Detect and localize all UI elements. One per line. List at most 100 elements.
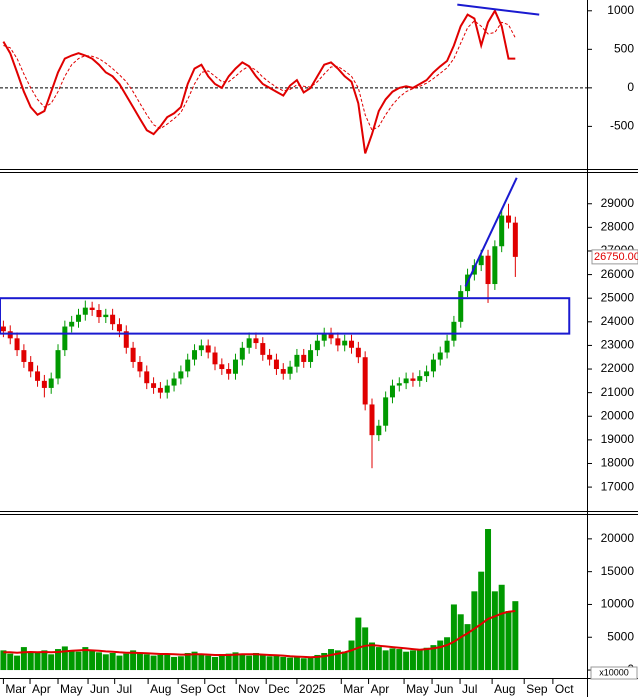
- volume-bar: [355, 617, 362, 671]
- candle-body: [376, 425, 382, 436]
- x-tick-label: May: [60, 682, 83, 696]
- volume-bar: [491, 591, 498, 671]
- candle-body: [335, 338, 341, 346]
- candle-body: [239, 347, 245, 360]
- candle-body: [485, 255, 491, 285]
- oscillator-line: [2, 8, 516, 154]
- candle-body: [342, 340, 348, 346]
- candle-body: [287, 366, 293, 374]
- volume-bar: [362, 627, 369, 671]
- y-tick-label: 21000: [601, 385, 635, 399]
- volume-bar: [464, 624, 471, 671]
- candle-body: [349, 340, 355, 348]
- y-tick-label: 25000: [601, 290, 635, 304]
- candle-body: [253, 338, 259, 344]
- volume-bar: [259, 654, 266, 671]
- volume-bar: [212, 656, 219, 671]
- candle-body: [369, 404, 375, 436]
- x-tick-label: Sep: [180, 682, 202, 696]
- volume-bar: [102, 654, 109, 671]
- volume-bar: [293, 656, 300, 671]
- candle-body: [410, 378, 416, 381]
- candle-body: [267, 354, 273, 360]
- volume-bar: [396, 649, 403, 671]
- volume-bar: [109, 652, 116, 671]
- volume-bar: [423, 647, 430, 671]
- volume-bar: [171, 656, 178, 671]
- candle-body: [492, 246, 498, 285]
- volume-bar: [287, 657, 294, 671]
- candle-body: [14, 338, 20, 351]
- candle-body: [164, 385, 170, 393]
- volume-bar: [382, 650, 389, 671]
- candle-body: [7, 331, 13, 339]
- y-tick-label: 500: [614, 41, 634, 55]
- y-tick-label: 18000: [601, 456, 635, 470]
- y-tick-label: 22000: [601, 361, 635, 375]
- last-price-label: 26750.00: [594, 251, 638, 263]
- volume-bar: [246, 655, 253, 671]
- candle-body: [260, 343, 266, 355]
- volume-bar: [143, 654, 150, 671]
- volume-bar: [48, 654, 55, 671]
- candle-body: [62, 326, 68, 351]
- candle-body: [321, 333, 327, 341]
- volume-bar: [471, 591, 478, 671]
- x-tick-label: May: [406, 682, 429, 696]
- candle-body: [144, 371, 150, 384]
- x-tick-label: Jun: [434, 682, 453, 696]
- volume-bar: [348, 640, 355, 671]
- volume-bar: [232, 652, 239, 671]
- oscillator-line: [3, 20, 516, 131]
- volume-bar: [157, 654, 164, 671]
- volume-bar: [512, 601, 519, 671]
- volume-bar: [321, 652, 328, 671]
- y-tick-label: 19000: [601, 432, 635, 446]
- volume-bar: [266, 656, 273, 671]
- candle-body: [458, 291, 464, 322]
- x-tick-label: Oct: [555, 682, 574, 696]
- y-tick-label: 0: [627, 80, 634, 94]
- volume-bar: [403, 651, 410, 671]
- volume-bar: [314, 654, 321, 671]
- volume-ma-line: [3, 610, 516, 659]
- x-tick-label: Aug: [494, 682, 515, 696]
- volume-bar: [136, 652, 143, 671]
- candle-body: [506, 215, 512, 223]
- candle-body: [219, 364, 225, 370]
- candle-body: [389, 385, 395, 398]
- candle-body: [123, 331, 129, 348]
- y-tick-label: 24000: [601, 314, 635, 328]
- candle-body: [226, 369, 232, 374]
- volume-bar: [75, 651, 82, 671]
- volume-bar: [20, 647, 27, 671]
- volume-bar: [34, 652, 41, 671]
- unit-box: [590, 666, 638, 680]
- candle-body: [246, 338, 252, 348]
- volume-bar: [218, 654, 225, 671]
- candle-body: [280, 369, 286, 374]
- y-tick-label: -500: [610, 119, 634, 133]
- y-tick-label: 20000: [601, 531, 635, 545]
- candle-body: [273, 359, 279, 370]
- volume-bar: [416, 649, 423, 671]
- candle-body: [362, 357, 368, 405]
- candle-body: [355, 347, 361, 358]
- candle-body: [103, 314, 109, 318]
- candle-body: [499, 215, 505, 247]
- candle-body: [178, 371, 184, 379]
- y-tick-label: 29000: [601, 196, 635, 210]
- y-tick-label: 26000: [601, 267, 635, 281]
- volume-bar: [368, 642, 375, 671]
- candle-body: [396, 383, 402, 386]
- candle-body: [451, 321, 457, 341]
- trendline: [457, 3, 540, 16]
- candle-body: [185, 359, 191, 372]
- volume-bar: [505, 611, 512, 671]
- volume-bar: [341, 651, 348, 671]
- candle-body: [157, 387, 163, 393]
- candle-body: [301, 354, 307, 362]
- candle-body: [437, 352, 443, 360]
- x-tick-label: 2025: [299, 682, 326, 696]
- y-tick-label: 1000: [607, 3, 634, 17]
